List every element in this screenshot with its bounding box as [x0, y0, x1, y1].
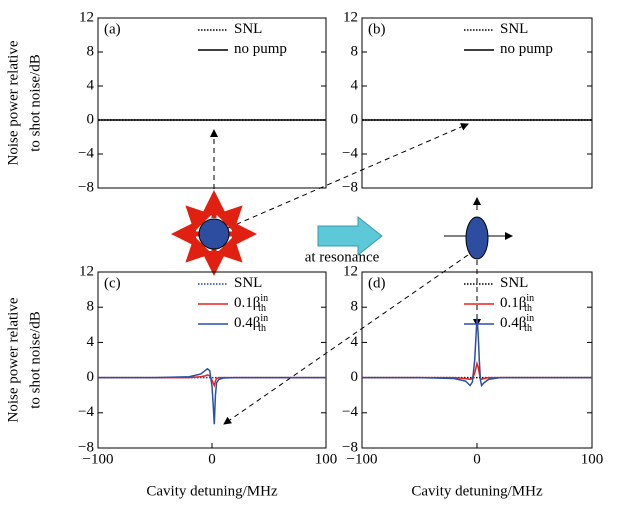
- y-tick-label: 12: [343, 263, 358, 279]
- data-line: [98, 367, 326, 425]
- y-tick-label: 4: [351, 77, 359, 93]
- legend-superscript: in: [526, 293, 534, 304]
- panel-label: (b): [368, 21, 386, 37]
- panel-label: (c): [104, 275, 121, 291]
- data-line: [362, 317, 592, 388]
- y-tick-label: 4: [87, 77, 95, 93]
- y-tick-label: 8: [87, 43, 95, 59]
- y-axis-label: Noise power relative: [5, 40, 21, 165]
- x-tick-label: −100: [83, 451, 114, 467]
- coherent-state: [198, 218, 230, 250]
- legend-superscript: in: [260, 313, 268, 324]
- y-tick-label: 0: [87, 369, 95, 385]
- y-tick-label: 8: [351, 43, 359, 59]
- legend-label: SNL: [500, 275, 528, 291]
- legend-label: SNL: [234, 275, 262, 291]
- y-tick-label: −8: [342, 179, 358, 195]
- legend-name: SNL: [500, 275, 528, 291]
- legend-name: 0.4β: [500, 315, 526, 331]
- legend-name: no pump: [234, 41, 287, 57]
- plot-frame: [97, 271, 327, 449]
- y-axis-label: to shot noise/dB: [27, 311, 43, 409]
- y-tick-label: 8: [351, 299, 359, 315]
- legend-label: no pump: [500, 41, 553, 57]
- annotation: at resonance: [305, 249, 380, 265]
- legend-label: 0.4βin th: [234, 313, 268, 334]
- legend-name: SNL: [500, 21, 528, 37]
- y-tick-label: −4: [78, 404, 94, 420]
- y-tick-label: 4: [351, 334, 359, 350]
- y-tick-label: 12: [79, 263, 94, 279]
- legend-name: 0.1β: [234, 295, 260, 311]
- y-tick-label: 4: [87, 334, 95, 350]
- y-tick-label: −4: [78, 145, 94, 161]
- y-tick-label: 12: [343, 9, 358, 25]
- panel-label: (a): [104, 21, 121, 37]
- legend-subscript: th: [258, 323, 266, 334]
- y-tick-label: −8: [342, 439, 358, 455]
- legend-superscript: in: [526, 313, 534, 324]
- x-tick-label: 0: [208, 451, 216, 467]
- legend-label: no pump: [234, 41, 287, 57]
- squeezed-state: [465, 216, 489, 260]
- y-tick-label: −4: [342, 404, 358, 420]
- legend-subscript: th: [258, 303, 266, 314]
- legend-name: 0.4β: [234, 315, 260, 331]
- plot-frame: [361, 17, 593, 189]
- data-line: [362, 360, 592, 381]
- plot-frame: [97, 17, 327, 189]
- legend-label: 0.4βin th: [500, 313, 534, 334]
- red-arrows: [171, 190, 257, 276]
- x-axis-label: Cavity detuning/MHz: [411, 483, 543, 499]
- legend-name: SNL: [234, 275, 262, 291]
- y-tick-label: 0: [351, 369, 359, 385]
- legend-superscript: in: [260, 293, 268, 304]
- diagram: [171, 123, 513, 425]
- y-tick-label: −4: [342, 145, 358, 161]
- legend-subscript: th: [524, 303, 532, 314]
- x-axis-label: Cavity detuning/MHz: [146, 483, 278, 499]
- dashed-arrow: [223, 254, 469, 425]
- legend-name: SNL: [234, 21, 262, 37]
- legend-label: 0.1βin th: [234, 293, 268, 314]
- x-tick-label: 100: [315, 451, 338, 467]
- y-axis-label: Noise power relative: [5, 297, 21, 422]
- legend-label: SNL: [500, 21, 528, 37]
- legend-name: 0.1β: [500, 295, 526, 311]
- y-tick-label: 12: [79, 9, 94, 25]
- y-axis-label: to shot noise/dB: [27, 54, 43, 152]
- x-tick-label: −100: [347, 451, 378, 467]
- x-tick-label: 0: [473, 451, 481, 467]
- legend-label: 0.1βin th: [500, 293, 534, 314]
- y-tick-label: 0: [87, 111, 95, 127]
- dashed-arrow: [227, 123, 469, 229]
- y-tick-label: 0: [351, 111, 359, 127]
- legend-name: no pump: [500, 41, 553, 57]
- block-arrow: [317, 215, 383, 257]
- legend-subscript: th: [524, 323, 532, 334]
- y-tick-label: −8: [78, 439, 94, 455]
- y-tick-label: −8: [78, 179, 94, 195]
- panel-label: (d): [368, 275, 386, 291]
- y-tick-label: 8: [87, 299, 95, 315]
- x-tick-label: 100: [581, 451, 604, 467]
- legend-label: SNL: [234, 21, 262, 37]
